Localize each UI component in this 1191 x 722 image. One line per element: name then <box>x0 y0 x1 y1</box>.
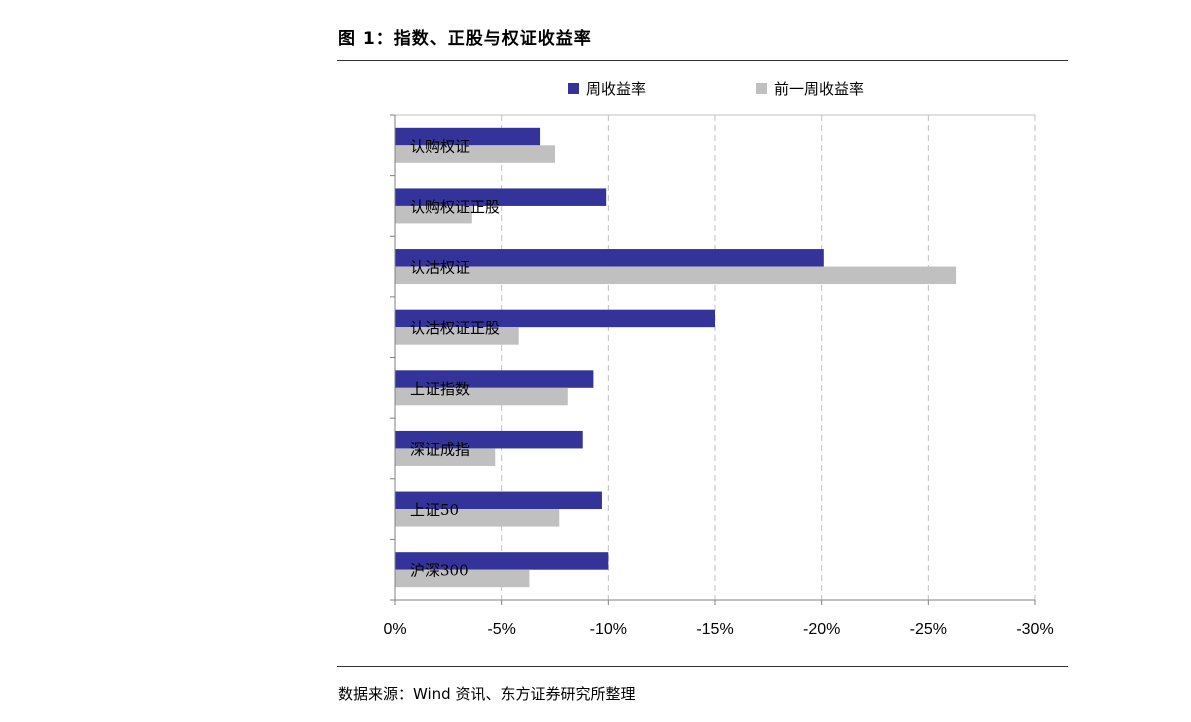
category-label: 认购权证 <box>410 137 470 155</box>
bar-previous-week <box>395 266 957 285</box>
bar-previous-week <box>395 327 519 345</box>
category-label: 上证50 <box>410 501 459 519</box>
x-tick-label: -5% <box>487 621 515 638</box>
bar-current-week <box>395 552 609 570</box>
bar-current-week <box>395 430 583 449</box>
bar-previous-week <box>395 569 530 588</box>
bar-previous-week <box>395 205 472 224</box>
gridlines <box>395 114 1036 600</box>
x-tick-label: -10% <box>590 621 627 638</box>
axes <box>390 114 1036 605</box>
bar-current-week <box>395 491 602 510</box>
x-tick-label: -15% <box>696 621 733 638</box>
category-label: 上证指数 <box>410 380 470 398</box>
bar-current-week <box>395 127 541 146</box>
bottom-rule <box>337 666 1068 667</box>
bar-current-week <box>395 188 607 206</box>
bar-previous-week <box>395 509 560 527</box>
category-label: 深证成指 <box>410 440 470 458</box>
x-tick-label: -20% <box>803 621 840 638</box>
x-tick-label: -25% <box>910 621 947 638</box>
bar-current-week <box>395 249 824 267</box>
category-label: 沪深300 <box>410 562 469 580</box>
legend-label-previous: 前一周收益率 <box>774 80 864 98</box>
legend-swatch-current <box>568 83 579 94</box>
legend: 周收益率 前一周收益率 <box>568 80 864 98</box>
category-label: 认沽权证正股 <box>410 319 500 337</box>
source-note: 数据来源：Wind 资讯、东方证券研究所整理 <box>338 685 636 703</box>
bar-previous-week <box>395 448 496 466</box>
bar-previous-week <box>395 387 568 406</box>
bar-current-week <box>395 309 715 328</box>
figure-title: 图 1：指数、正股与权证收益率 <box>338 29 592 49</box>
x-tick-label: 0% <box>383 621 406 638</box>
x-tick-label: -30% <box>1016 621 1053 638</box>
x-tick-labels: 0% -5% -10% -15% -20% -25% -30% <box>383 621 1053 638</box>
legend-swatch-previous <box>756 83 767 94</box>
top-rule <box>337 60 1068 61</box>
category-label: 认沽权证 <box>410 259 470 277</box>
bar-previous-week <box>395 145 555 163</box>
bars <box>395 127 957 588</box>
bar-current-week <box>395 370 594 388</box>
category-label: 认购权证正股 <box>410 198 500 216</box>
legend-label-current: 周收益率 <box>586 80 646 98</box>
